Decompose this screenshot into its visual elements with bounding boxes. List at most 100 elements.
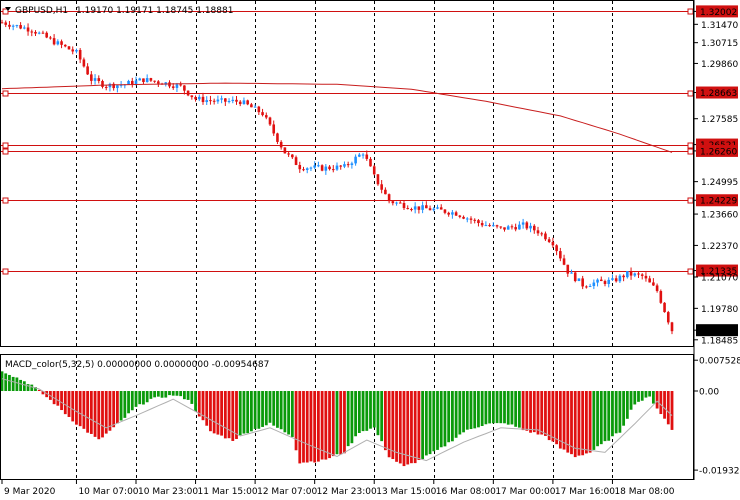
candle-body bbox=[67, 46, 71, 50]
candle-body bbox=[640, 274, 644, 276]
level-handle-right[interactable] bbox=[687, 142, 694, 149]
time-tick-label: 12 Mar 23:00 bbox=[317, 487, 377, 497]
macd-bar bbox=[659, 391, 663, 415]
level-handle-right[interactable] bbox=[687, 197, 694, 204]
candle-body bbox=[644, 275, 648, 279]
level-handle-left[interactable] bbox=[2, 268, 9, 275]
time-tick-label: 10 Mar 07:00 bbox=[78, 487, 138, 497]
candle-body bbox=[242, 100, 246, 105]
macd-bar bbox=[544, 391, 547, 436]
macd-bar bbox=[261, 391, 264, 427]
symbol-label: GBPUSD,H1 bbox=[15, 6, 68, 16]
macd-bar bbox=[0, 371, 4, 392]
dropdown-triangle-icon[interactable] bbox=[5, 7, 11, 11]
macd-bar bbox=[592, 391, 596, 450]
candle-body bbox=[652, 282, 655, 286]
level-handle-left[interactable] bbox=[2, 90, 9, 97]
macd-bar bbox=[517, 391, 521, 428]
candle-body bbox=[559, 251, 562, 259]
macd-bar bbox=[596, 391, 599, 447]
macd-bar bbox=[651, 391, 655, 404]
candle-body bbox=[82, 59, 86, 67]
candle-body bbox=[462, 216, 465, 219]
candle-body bbox=[380, 184, 383, 190]
level-price-label: 1.32002 bbox=[700, 8, 737, 18]
level-handle-right[interactable] bbox=[687, 90, 694, 97]
candle-body bbox=[663, 302, 666, 313]
level-price-label: 1.21335 bbox=[700, 267, 737, 277]
macd-bar bbox=[577, 391, 581, 456]
candle-body bbox=[216, 99, 220, 102]
candle-body bbox=[49, 37, 52, 39]
candle-body bbox=[395, 202, 398, 204]
macd-bar bbox=[477, 391, 480, 428]
candle-body bbox=[354, 156, 357, 164]
macd-bar bbox=[249, 391, 253, 432]
candle-body bbox=[402, 203, 406, 209]
macd-bar bbox=[30, 384, 34, 392]
macd-bar bbox=[149, 391, 153, 399]
macd-bar bbox=[164, 391, 168, 398]
macd-bar bbox=[499, 391, 503, 424]
macd-bar bbox=[573, 391, 577, 458]
level-handle-right[interactable] bbox=[687, 8, 694, 15]
macd-bar bbox=[357, 391, 361, 433]
macd-bar bbox=[45, 391, 49, 398]
macd-bar bbox=[320, 391, 324, 460]
candle-body bbox=[19, 25, 22, 29]
macd-bar bbox=[469, 391, 473, 430]
macd-bar bbox=[212, 391, 216, 434]
candle-body bbox=[596, 279, 599, 283]
candle-body bbox=[417, 206, 421, 210]
macd-bar bbox=[242, 391, 246, 434]
macd-bar bbox=[238, 391, 242, 436]
macd-bar bbox=[406, 391, 410, 465]
macd-bar bbox=[298, 391, 302, 464]
candle-body bbox=[45, 32, 48, 38]
macd-bar bbox=[156, 391, 160, 397]
macd-bar bbox=[246, 391, 250, 434]
macd-bar bbox=[60, 391, 63, 411]
macd-bar bbox=[279, 391, 283, 430]
level-price-label: 1.24229 bbox=[700, 197, 737, 207]
macd-bar bbox=[436, 391, 439, 450]
level-handle-right[interactable] bbox=[687, 268, 694, 275]
macd-bar bbox=[506, 391, 510, 425]
macd-bar bbox=[581, 391, 585, 456]
candle-body bbox=[104, 86, 108, 88]
candle-body bbox=[518, 224, 521, 230]
price-tick-label: 1.18485 bbox=[701, 336, 738, 346]
level-handle-left[interactable] bbox=[2, 148, 9, 155]
level-handle-left[interactable] bbox=[2, 197, 9, 204]
level-handle-right[interactable] bbox=[687, 148, 694, 155]
candle-body bbox=[97, 78, 101, 82]
macd-bar bbox=[491, 391, 495, 424]
candle-body bbox=[235, 99, 238, 102]
macd-bar bbox=[637, 391, 640, 402]
macd-bar bbox=[380, 391, 384, 442]
macd-bar bbox=[536, 391, 540, 435]
horizontal-levels[interactable] bbox=[1, 8, 694, 275]
macd-bar bbox=[391, 391, 395, 460]
candle-body bbox=[194, 97, 197, 100]
candle-body bbox=[432, 208, 436, 211]
level-handle-left[interactable] bbox=[2, 142, 9, 149]
candle-body bbox=[499, 226, 503, 228]
macd-bar bbox=[209, 391, 212, 432]
candle-body bbox=[506, 226, 510, 230]
candle-body bbox=[666, 312, 670, 323]
level-handle-left[interactable] bbox=[2, 8, 9, 15]
candle-body bbox=[298, 164, 302, 170]
candle-body bbox=[127, 80, 130, 85]
macd-bar bbox=[175, 391, 179, 396]
macd-bar bbox=[22, 381, 26, 392]
macd-bar bbox=[361, 391, 365, 432]
candle-body bbox=[250, 104, 253, 108]
candle-body bbox=[458, 215, 462, 217]
macd-bar bbox=[201, 391, 205, 421]
candle-body bbox=[376, 174, 380, 185]
candle-body bbox=[272, 124, 276, 134]
macd-bar bbox=[276, 391, 279, 428]
